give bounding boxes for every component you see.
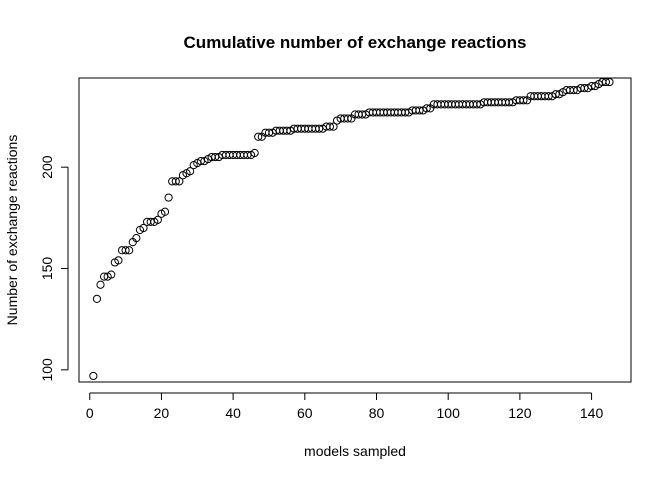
- data-point: [164, 193, 173, 202]
- y-axis-label: Number of exchange reactions: [4, 135, 20, 326]
- data-point: [544, 92, 553, 101]
- x-tick-label: 120: [508, 405, 532, 421]
- data-point: [580, 84, 589, 93]
- data-point: [264, 128, 274, 137]
- data-point: [343, 114, 352, 123]
- x-axis: 0 20 40 60 80 100 120 140: [86, 392, 604, 421]
- y-axis: 100 150 200: [39, 155, 69, 382]
- y-tick-label: 200: [39, 155, 55, 179]
- data-point: [587, 82, 596, 91]
- x-tick-label: 0: [86, 405, 94, 421]
- data-point: [114, 256, 123, 265]
- data-point: [121, 246, 130, 255]
- x-axis-label: models sampled: [304, 443, 406, 459]
- data-point: [153, 215, 162, 224]
- chart-title: Cumulative number of exchange reactions: [184, 33, 527, 52]
- data-point: [250, 148, 259, 158]
- x-tick-label: 20: [154, 405, 170, 421]
- data-point: [422, 104, 431, 113]
- x-tick-label: 40: [225, 405, 241, 421]
- data-point: [132, 234, 141, 243]
- data-point: [99, 272, 109, 281]
- data-point: [171, 177, 180, 186]
- data-point: [89, 371, 98, 381]
- data-point: [139, 223, 148, 233]
- data-point: [175, 177, 184, 186]
- data-point: [160, 207, 170, 216]
- x-tick-label: 140: [580, 405, 604, 421]
- plot-frame: [78, 77, 632, 383]
- data-point: [282, 126, 291, 135]
- data-point: [325, 122, 335, 131]
- data-point: [415, 106, 424, 115]
- x-tick-label: 100: [437, 405, 461, 421]
- data-point: [569, 86, 578, 95]
- data-point: [196, 156, 205, 166]
- x-tick-label: 60: [297, 405, 313, 421]
- data-point: [605, 77, 614, 87]
- data-point: [92, 294, 102, 304]
- data-point: [472, 100, 481, 109]
- data-point: [551, 90, 560, 99]
- data-point: [315, 124, 324, 133]
- data-point: [519, 96, 528, 105]
- data-point: [505, 98, 514, 107]
- data-point: [96, 280, 105, 289]
- data-point: [254, 132, 263, 141]
- y-tick-label: 100: [39, 358, 55, 382]
- data-point: [125, 246, 134, 255]
- data-point: [601, 77, 611, 87]
- x-tick-label: 80: [369, 405, 385, 421]
- data-points: [89, 77, 614, 381]
- data-point: [401, 108, 410, 117]
- data-point: [146, 217, 155, 226]
- data-point: [186, 167, 195, 176]
- data-point: [329, 122, 338, 131]
- data-point: [211, 152, 220, 162]
- data-point: [243, 150, 252, 160]
- y-tick-label: 150: [39, 257, 55, 281]
- data-point: [107, 270, 116, 279]
- data-point: [358, 110, 367, 119]
